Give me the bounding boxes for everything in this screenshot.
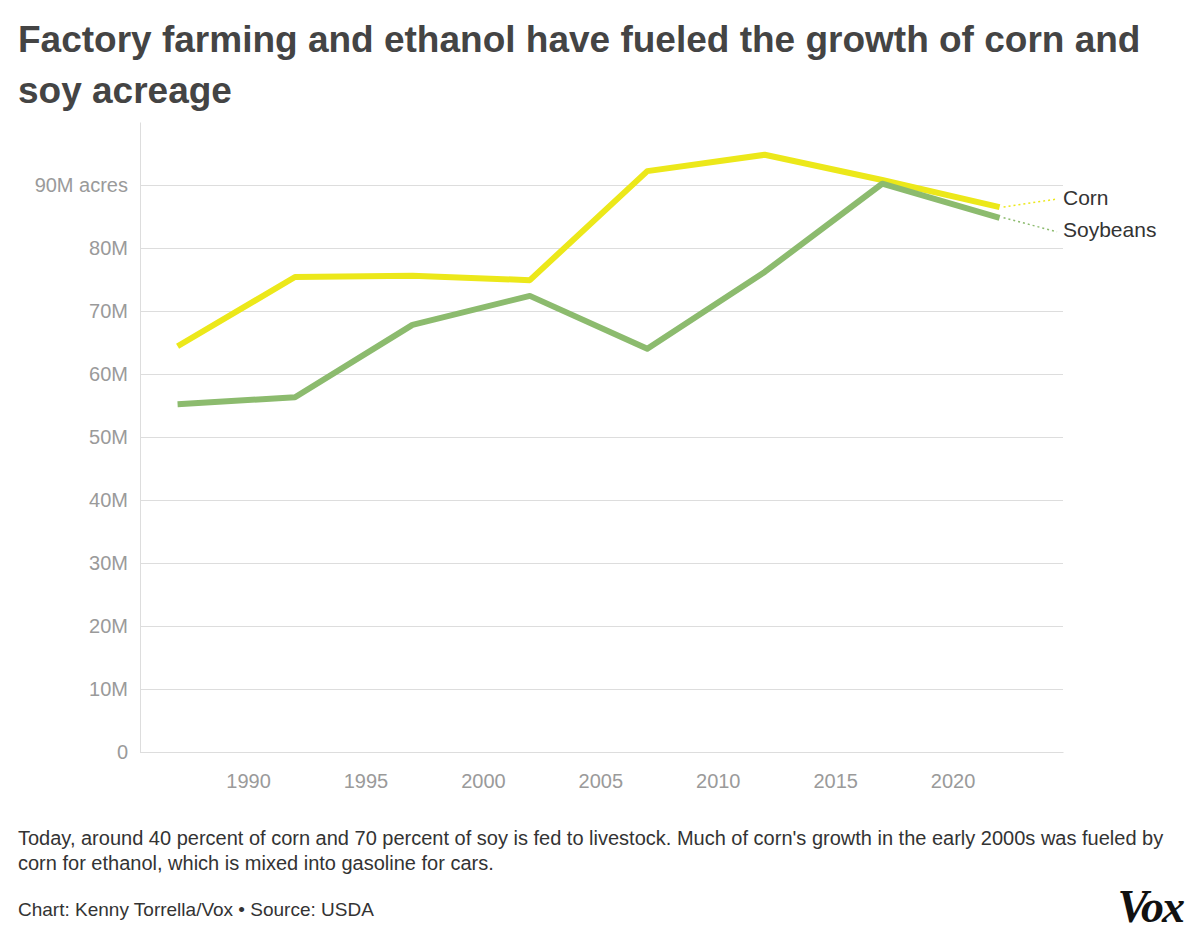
series-line [178,184,1000,404]
x-tick-label: 2020 [931,770,976,792]
y-tick-label: 90M acres [35,174,128,196]
x-tick-label: 1990 [226,770,271,792]
title: Factory farming and ethanol have fueled … [18,19,1140,111]
x-axis: 1990 1995 2000 2005 2010 2015 2020 [141,752,1064,792]
x-tick-label: 1995 [344,770,389,792]
x-tick-label: 2000 [461,770,506,792]
logo: Vox [1117,881,1184,932]
x-tick-label: 2010 [696,770,741,792]
chart: Factory farming and ethanol have fueled … [0,0,1200,951]
y-axis: 0 10M 20M 30M 40M 50M 60M 70M 80M 90M acres [35,123,1063,763]
x-tick: 2005 [579,752,624,792]
x-tick: 2020 [931,752,976,792]
x-tick: 2015 [813,752,858,792]
grid-line [140,626,1063,627]
source: Chart: Kenny Torrella/Vox • Source: USDA [18,899,374,920]
grid-line [140,752,1063,753]
y-tick-label: 40M [89,489,128,511]
y-tick-label: 60M [89,363,128,385]
grid-line [140,437,1063,438]
text-line: corn for ethanol, which is mixed into ga… [18,852,494,874]
y-tick-label: 70M [89,300,128,322]
x-tick-label: 2005 [579,770,624,792]
text-line: soy acreage [18,70,232,111]
legend-label: Corn [1063,186,1109,209]
y-tick-label: 80M [89,237,128,259]
x-tick: 1995 [344,752,389,792]
y-tick-label: 20M [89,615,128,637]
y-tick: 40M [89,489,1063,511]
caption: Today, around 40 percent of corn and 70 … [18,827,1163,874]
y-tick: 60M [89,363,1063,385]
grid-line [140,500,1063,501]
leader-line [1004,199,1057,207]
y-tick-label: 30M [89,552,128,574]
leader-line [1004,218,1057,232]
text-line: Factory farming and ethanol have fueled … [18,19,1140,60]
x-tick-label: 2015 [813,770,858,792]
x-axis-line [141,752,1064,753]
y-tick: 50M [89,426,1063,448]
y-tick-label: 10M [89,678,128,700]
y-tick-label: 0 [117,741,128,763]
legend: Corn Soybeans [1004,186,1157,242]
legend-label: Soybeans [1063,218,1156,241]
y-tick-label: 50M [89,426,128,448]
grid-line [140,563,1063,564]
grid-line [140,311,1063,312]
grid-line [140,689,1063,690]
y-tick: 20M [89,615,1063,637]
text-line: Today, around 40 percent of corn and 70 … [18,827,1163,849]
x-tick: 2010 [696,752,741,792]
y-tick: 10M [89,678,1063,700]
grid-line [140,248,1063,249]
series-line [178,155,1000,347]
x-tick: 2000 [461,752,506,792]
y-tick: 30M [89,552,1063,574]
grid-line [140,185,1063,186]
y-tick: 0 [117,741,1063,763]
plot-area [178,155,1000,404]
grid-line [140,374,1063,375]
x-tick: 1990 [226,752,271,792]
